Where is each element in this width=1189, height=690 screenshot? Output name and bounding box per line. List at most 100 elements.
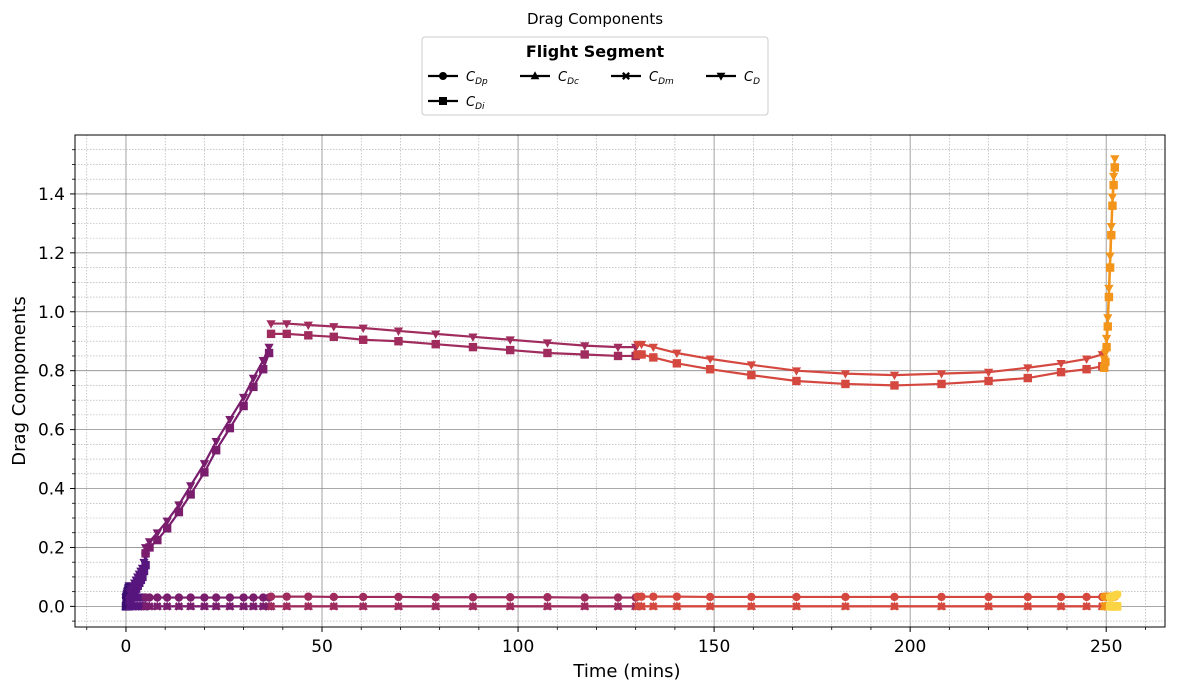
data-point-cd [672,349,682,359]
data-point-cdi [580,350,589,359]
data-point-cdm [225,602,235,611]
y-tick-label: 0.2 [38,538,65,558]
data-point-cdi [162,524,172,533]
data-point-cdp [890,592,899,602]
y-tick-label: 0.8 [38,362,65,382]
legend-label-base: C [744,70,754,85]
data-point-cd [264,343,274,353]
data-point-cdm [543,602,552,611]
data-point-cdp [1023,592,1032,602]
data-point-cd [266,320,276,329]
data-point-cdp [580,593,589,602]
data-point-cd [303,321,313,331]
data-point-cd [144,538,155,547]
data-point-cdp [211,593,221,602]
legend-label-cdi: CDi [466,95,485,112]
data-point-cdp [841,592,850,602]
data-point-cdm [937,602,946,611]
axis-ticks: 0 50 100 150 200 250 0.0 0.2 0.4 0.6 0.8 1.0 1.2 1.4 [38,149,1146,657]
data-point-cdi [649,353,658,362]
legend-label-subscript: Di [475,102,485,112]
legend-label-subscript: D [753,77,760,87]
data-point-cd [705,355,715,364]
data-point-cd [1056,359,1066,369]
data-point-cd [174,501,184,510]
data-point-cdm [174,602,184,611]
data-point-cdp [1056,592,1066,602]
data-point-cdi [937,379,946,389]
data-point-cdm [304,602,313,611]
data-point-cdp [304,592,313,601]
data-point-cdi [394,337,403,346]
data-point-cdi [138,572,147,582]
data-point-cd [542,339,553,348]
data-point-cdp [174,593,184,602]
data-point-cdi [1109,180,1118,190]
data-point-cdp [200,593,209,602]
data-point-cdi [792,376,801,386]
x-tick-label: 100 [502,637,534,657]
data-point-cd [648,343,658,353]
data-point-cdm [200,602,209,611]
data-point-cdp [266,592,276,601]
data-point-cdm [431,602,440,611]
data-point-cdi [1056,367,1066,377]
legend-marker-cdi [439,97,447,105]
data-point-cdp [358,592,368,602]
data-point-cd [137,564,148,574]
x-tick-label: 200 [894,637,926,657]
data-point-cdi [139,566,149,576]
data-point-cdm [613,602,623,611]
data-point-cdm [153,602,162,611]
data-point-cdi [1104,292,1114,302]
data-point-cd [1103,314,1113,323]
x-tick-label: 50 [311,637,333,657]
data-point-cdi [1103,322,1112,331]
data-point-cd [468,333,478,342]
data-point-cdm [186,602,195,611]
data-point-cd [152,529,162,538]
data-point-cdi [431,339,440,349]
data-point-cdp [937,592,946,602]
data-point-cdm [580,602,589,611]
data-point-cdi [1082,365,1091,374]
data-point-cdm [329,602,338,611]
data-point-cdi [747,370,756,380]
data-point-cdp [153,593,162,602]
data-point-cdi [1102,342,1111,352]
data-point-cd [186,482,196,491]
data-point-cdi [153,535,162,545]
legend-marker-cdp [439,72,447,80]
data-point-cdi [329,332,338,342]
data-point-cdi [259,365,268,374]
data-point-cd [238,393,249,403]
data-point-cdp [225,593,235,602]
data-point-cd [936,370,947,379]
legend-label-subscript: Dm [658,77,674,87]
data-point-cdm [1056,602,1066,611]
data-point-cdi [282,329,291,339]
data-point-cdi [1107,230,1116,240]
y-tick-label: 0.0 [38,597,65,617]
data-point-cdp [282,592,291,601]
plot-frame [74,134,1166,628]
data-point-cd [1109,172,1119,182]
plot-grid [75,135,1165,627]
data-point-cdp [792,592,801,602]
data-point-cd [211,438,221,447]
data-point-cdm [792,602,801,611]
data-point-cdp [145,593,154,602]
data-point-cdi [890,381,899,390]
legend-title: Flight Segment [526,42,665,61]
data-point-cd [1023,364,1033,373]
data-point-cdi [1101,357,1110,367]
data-point-cd [505,336,515,345]
data-point-cdi [506,345,515,355]
data-point-cdm [358,602,368,611]
data-point-cdp [329,592,338,602]
data-point-cdi [1100,363,1109,372]
data-point-cdm [890,602,899,611]
data-point-cdi [249,382,258,392]
data-point-cdi [145,543,154,552]
